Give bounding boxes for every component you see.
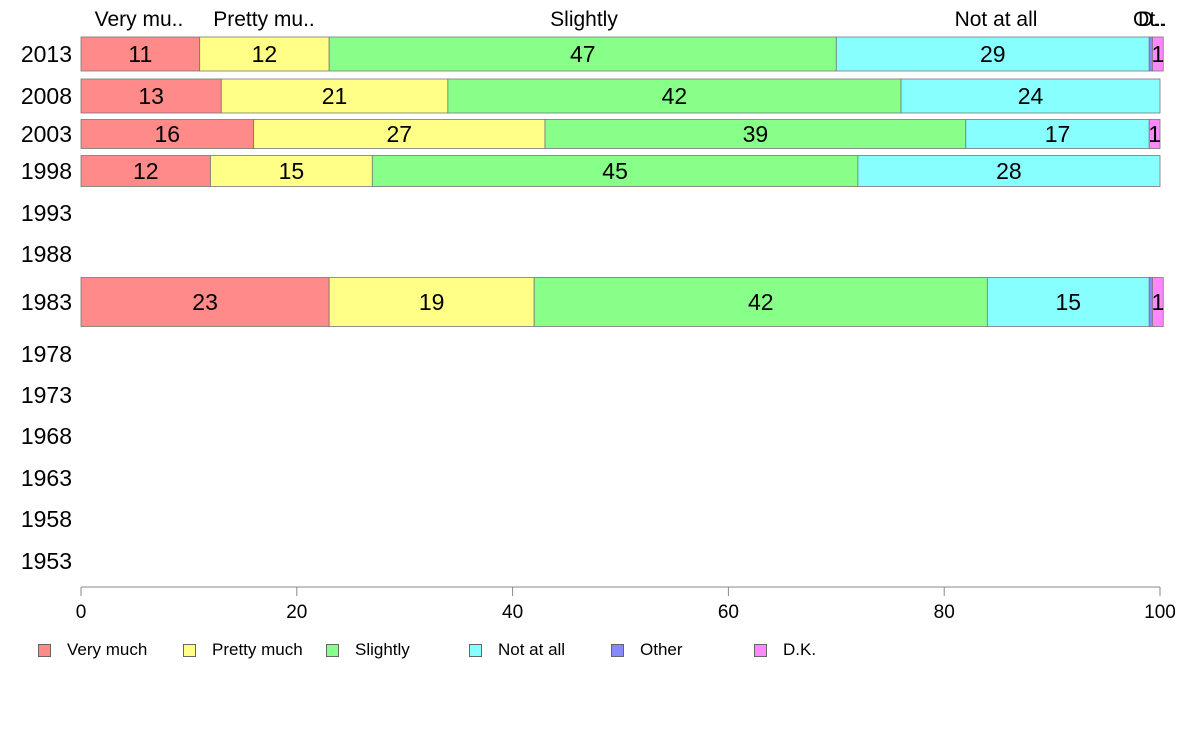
legend-label-pretty-much: Pretty much xyxy=(212,640,303,659)
legend-item-other: Other xyxy=(611,638,683,662)
legend-swatch-pretty-much xyxy=(183,643,196,657)
bar-1998-slightly xyxy=(371,155,859,187)
category-label-2008: 2008 xyxy=(21,83,72,109)
category-label-1958: 1958 xyxy=(21,506,72,532)
bar-1983-d-k xyxy=(1152,277,1164,327)
category-label-1988: 1988 xyxy=(21,241,72,267)
bar-1998-pretty-much xyxy=(210,155,373,187)
category-label-1973: 1973 xyxy=(21,382,72,408)
data-label-1998-slightly: 45 xyxy=(602,158,628,184)
data-label-2013-d-k: 1 xyxy=(1151,41,1164,67)
bar-1998-very-much xyxy=(80,155,211,187)
data-label-2008-not-at-all: 24 xyxy=(1018,83,1044,109)
data-label-1983-very-much: 23 xyxy=(192,289,218,315)
legend-swatch-dk xyxy=(754,643,767,657)
legend-swatch-not-at-all xyxy=(469,643,482,657)
data-label-1998-not-at-all: 28 xyxy=(996,158,1022,184)
category-label-1998: 1998 xyxy=(21,158,72,184)
data-label-1983-d-k: 1 xyxy=(1151,289,1164,315)
legend-label-dk: D.K. xyxy=(783,640,817,659)
column-header-pretty-much: Pretty mu.. xyxy=(213,8,315,31)
legend-item-pretty-much: Pretty much xyxy=(183,638,303,662)
x-tick-label-80: 80 xyxy=(934,602,955,623)
column-header-other: Ot.. xyxy=(1133,8,1167,31)
stacked-bar-chart: 2013200820031998199319881983197819731968… xyxy=(21,8,1176,623)
data-label-1983-pretty-much: 19 xyxy=(419,289,445,315)
x-tick-label-0: 0 xyxy=(76,602,87,623)
data-label-1998-pretty-much: 15 xyxy=(279,158,305,184)
column-header-very-much: Very mu.. xyxy=(95,8,184,31)
data-label-2013-very-much: 11 xyxy=(128,41,152,67)
category-label-1963: 1963 xyxy=(21,465,72,491)
data-label-2003-very-much: 16 xyxy=(155,121,181,147)
data-label-2003-pretty-much: 27 xyxy=(387,121,413,147)
legend-label-not-at-all: Not at all xyxy=(498,640,566,659)
category-label-1978: 1978 xyxy=(21,341,72,367)
category-label-1983: 1983 xyxy=(21,289,72,315)
legend: Very much Pretty much Slightly Not at al… xyxy=(38,638,1138,664)
legend-swatch-slightly xyxy=(326,643,339,657)
legend-item-very-much: Very much xyxy=(38,638,147,662)
legend-label-slightly: Slightly xyxy=(355,640,410,659)
data-label-2013-slightly: 47 xyxy=(570,41,596,67)
data-label-2013-not-at-all: 29 xyxy=(980,41,1006,67)
column-header-d-k: D.. xyxy=(1138,8,1165,31)
category-label-1953: 1953 xyxy=(21,548,72,574)
data-label-2003-not-at-all: 17 xyxy=(1045,121,1071,147)
bar-2008-not-at-all xyxy=(900,78,1161,114)
legend-item-dk: D.K. xyxy=(754,638,816,662)
x-tick-label-40: 40 xyxy=(502,602,523,623)
data-label-2008-slightly: 42 xyxy=(662,83,688,109)
bar-2003-slightly xyxy=(544,119,967,149)
legend-label-other: Other xyxy=(640,640,683,659)
bar-2008-slightly xyxy=(447,78,902,114)
legend-label-very-much: Very much xyxy=(67,640,148,659)
x-tick-label-60: 60 xyxy=(718,602,739,623)
data-label-1983-slightly: 42 xyxy=(748,289,774,315)
data-label-1983-not-at-all: 15 xyxy=(1055,289,1081,315)
legend-item-not-at-all: Not at all xyxy=(469,638,565,662)
bar-1983-pretty-much xyxy=(328,277,535,327)
data-label-1998-very-much: 12 xyxy=(133,158,159,184)
bar-2008-pretty-much xyxy=(220,78,449,114)
bar-2013-d-k xyxy=(1152,36,1164,72)
legend-swatch-very-much xyxy=(38,643,51,657)
category-label-1968: 1968 xyxy=(21,423,72,449)
data-label-2013-pretty-much: 12 xyxy=(252,41,278,67)
category-label-1993: 1993 xyxy=(21,200,72,226)
x-tick-label-100: 100 xyxy=(1144,602,1176,623)
data-label-2008-very-much: 13 xyxy=(138,83,164,109)
bar-2003-d-k xyxy=(1148,119,1161,149)
data-label-2008-pretty-much: 21 xyxy=(322,83,348,109)
bar-1983-slightly xyxy=(533,277,988,327)
category-label-2013: 2013 xyxy=(21,41,72,67)
column-header-not-at-all: Not at all xyxy=(955,8,1038,31)
data-label-2003-d-k: 1 xyxy=(1148,121,1161,147)
bar-2008-very-much xyxy=(80,78,222,114)
bar-2003-very-much xyxy=(80,119,255,149)
legend-swatch-other xyxy=(611,643,624,657)
bar-1983-very-much xyxy=(80,277,330,327)
bar-1998-not-at-all xyxy=(857,155,1161,187)
category-label-2003: 2003 xyxy=(21,121,72,147)
bar-2013-pretty-much xyxy=(199,36,330,72)
bar-1983-not-at-all xyxy=(986,277,1150,327)
data-label-2003-slightly: 39 xyxy=(743,121,769,147)
column-header-slightly: Slightly xyxy=(550,8,618,31)
x-tick-label-20: 20 xyxy=(286,602,307,623)
legend-item-slightly: Slightly xyxy=(326,638,410,662)
